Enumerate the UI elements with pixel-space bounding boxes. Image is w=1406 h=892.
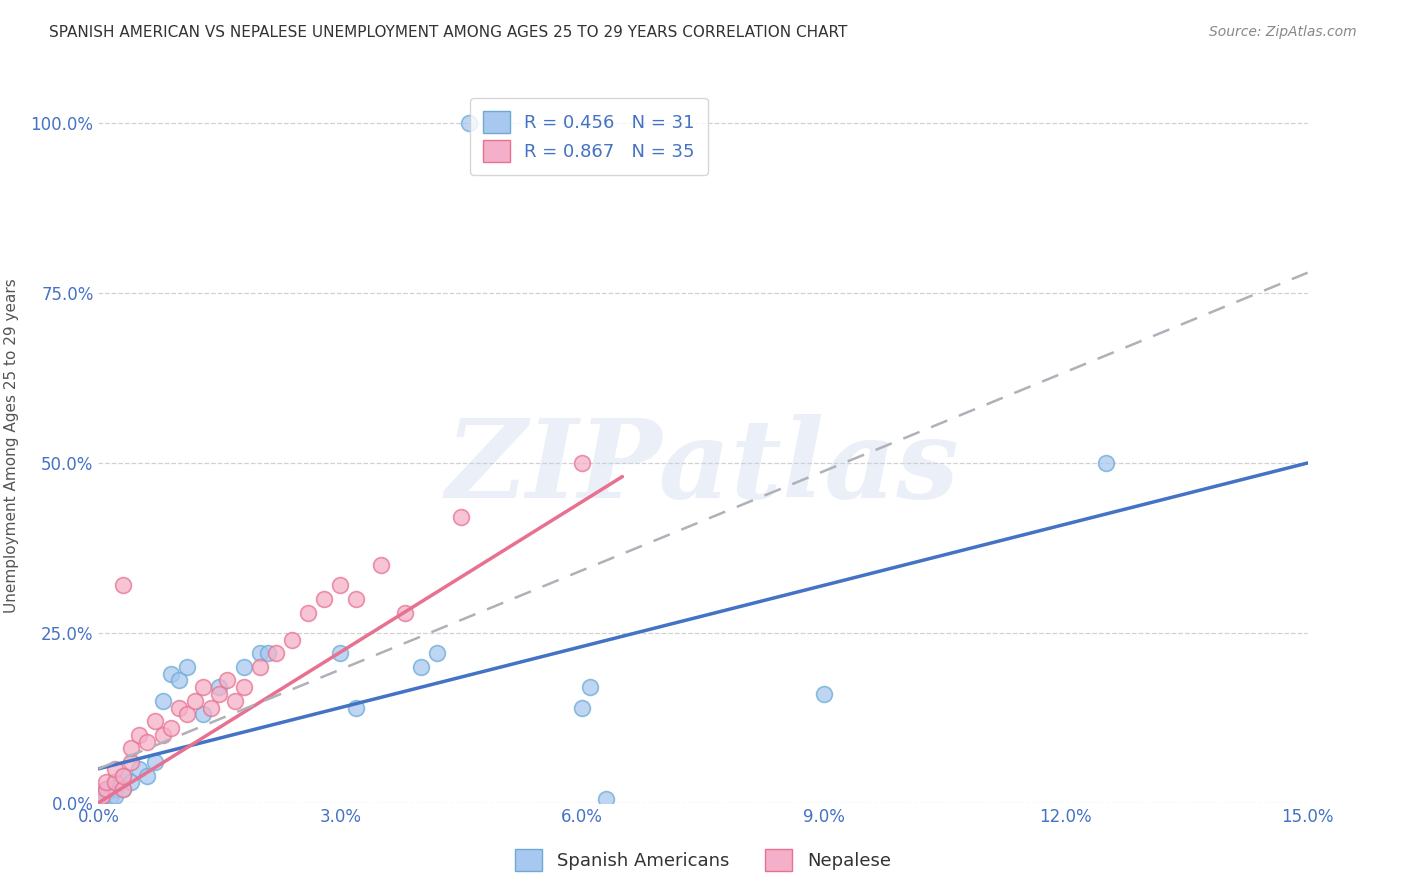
Legend: Spanish Americans, Nepalese: Spanish Americans, Nepalese [508,842,898,879]
Point [329,646,352,660]
Point [152,694,174,708]
Point [458,116,481,130]
Point [135,734,157,748]
Point [96,775,118,789]
Point [208,687,231,701]
Point [217,673,239,688]
Point [96,782,118,797]
Point [103,775,125,789]
Text: ZIPatlas: ZIPatlas [446,414,960,521]
Point [176,660,198,674]
Point [571,456,593,470]
Point [232,660,254,674]
Point [1095,456,1118,470]
Point [152,728,174,742]
Text: Source: ZipAtlas.com: Source: ZipAtlas.com [1209,25,1357,39]
Point [249,660,271,674]
Point [200,700,222,714]
Text: SPANISH AMERICAN VS NEPALESE UNEMPLOYMENT AMONG AGES 25 TO 29 YEARS CORRELATION : SPANISH AMERICAN VS NEPALESE UNEMPLOYMEN… [49,25,848,40]
Point [344,591,367,606]
Point [120,755,142,769]
Point [281,632,304,647]
Point [208,680,231,694]
Point [167,700,190,714]
Point [120,741,142,756]
Point [426,646,449,660]
Point [143,755,166,769]
Point [128,762,150,776]
Point [135,769,157,783]
Point [579,680,602,694]
Point [111,782,134,797]
Point [96,782,118,797]
Point [450,510,472,524]
Point [111,782,134,797]
Point [193,680,215,694]
Point [111,769,134,783]
Point [100,789,122,803]
Point [232,680,254,694]
Point [143,714,166,729]
Point [160,666,183,681]
Point [167,673,190,688]
Point [224,694,246,708]
Point [103,762,125,776]
Point [595,792,617,806]
Point [184,694,207,708]
Point [103,775,125,789]
Point [120,775,142,789]
Point [249,646,271,660]
Point [96,786,118,800]
Point [111,578,134,592]
Point [329,578,352,592]
Point [111,769,134,783]
Point [193,707,215,722]
Point [91,789,114,803]
Point [160,721,183,735]
Point [128,728,150,742]
Point [103,782,125,797]
Point [813,687,835,701]
Point [297,606,319,620]
Point [394,606,416,620]
Point [176,707,198,722]
Point [103,789,125,803]
Point [314,591,336,606]
Point [264,646,287,660]
Point [370,558,392,572]
Point [91,789,114,803]
Point [409,660,432,674]
Point [571,700,593,714]
Point [256,646,278,660]
Point [344,700,367,714]
Legend: R = 0.456   N = 31, R = 0.867   N = 35: R = 0.456 N = 31, R = 0.867 N = 35 [470,98,707,175]
Y-axis label: Unemployment Among Ages 25 to 29 years: Unemployment Among Ages 25 to 29 years [4,278,20,614]
